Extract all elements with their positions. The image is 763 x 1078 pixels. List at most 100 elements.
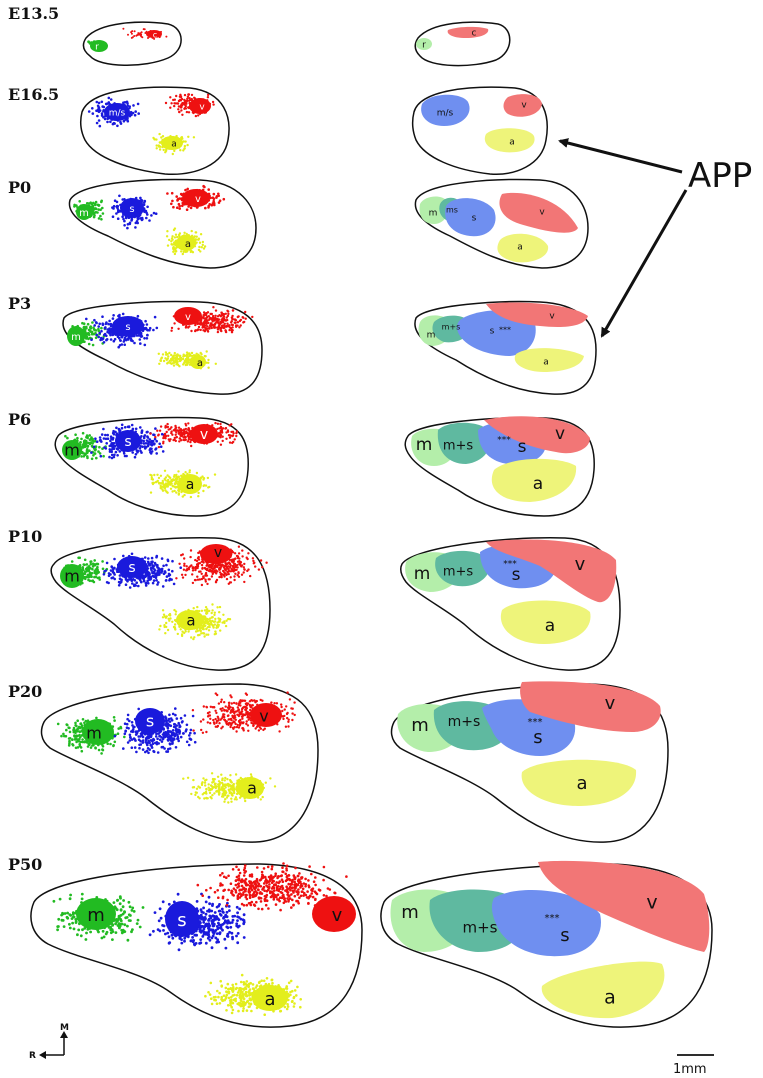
labelled-cell-dot (184, 250, 188, 254)
labelled-cell-dot (118, 429, 122, 432)
labelled-cell-dot (207, 206, 210, 209)
area-label-v: v (214, 545, 222, 561)
labelled-cell-dot (226, 314, 230, 318)
labelled-cell-dot (203, 321, 206, 325)
labelled-cell-dot (209, 196, 212, 200)
labelled-cell-dot (187, 438, 190, 441)
labelled-cell-dot (82, 442, 86, 445)
labelled-cell-dot (177, 429, 180, 432)
labelled-cell-dot (122, 747, 125, 750)
labelled-cell-dot (220, 428, 224, 431)
labelled-cell-dot (235, 434, 238, 438)
region-v (486, 302, 588, 327)
labelled-cell-dot (178, 354, 181, 357)
labelled-cell-dot (172, 438, 175, 442)
labelled-cell-dot (234, 321, 237, 324)
labelled-cell-dot (139, 32, 142, 35)
labelled-cell-dot (166, 230, 169, 233)
labelled-cell-dot (94, 200, 98, 204)
area-label-a: a (545, 616, 555, 636)
labelled-cell-dot (168, 481, 172, 484)
labelled-cell-dot (202, 311, 206, 314)
labelled-cell-dot (210, 312, 213, 316)
map-panel: m m+s s *** v a (414, 300, 597, 395)
labelled-cell-dot (171, 152, 174, 156)
labelled-cell-dot (167, 428, 170, 431)
labelled-cell-dot (179, 192, 183, 196)
labelled-cell-dot (168, 573, 172, 577)
labelled-cell-dot (156, 751, 160, 754)
labelled-cell-dot (204, 318, 207, 321)
labelled-cell-dot (82, 455, 86, 458)
dot-panel: m s v a (68, 178, 257, 269)
labelled-cell-dot (208, 485, 211, 489)
labelled-cell-dot (200, 609, 204, 612)
labelled-cell-dot (80, 455, 83, 458)
labelled-cell-dot (238, 562, 241, 565)
labelled-cell-dot (152, 442, 155, 446)
labelled-cell-dot (211, 196, 215, 199)
labelled-cell-dot (123, 426, 127, 429)
labelled-cell-dot (207, 358, 210, 362)
yellow-dot-cluster (157, 350, 217, 370)
labelled-cell-dot (88, 202, 91, 205)
labelled-cell-dot (130, 423, 134, 427)
labelled-cell-dot (134, 739, 137, 742)
labelled-cell-dot (165, 148, 168, 151)
labelled-cell-dot (190, 351, 194, 355)
labelled-cell-dot (169, 735, 173, 738)
labelled-cell-dot (155, 326, 159, 330)
labelled-cell-dot (201, 322, 204, 326)
labelled-cell-dot (98, 452, 102, 455)
labelled-cell-dot (204, 567, 207, 571)
labelled-cell-dot (180, 633, 184, 636)
labelled-cell-dot (249, 574, 252, 578)
stage-label: P6 (8, 410, 31, 429)
labelled-cell-dot (198, 578, 202, 581)
labelled-cell-dot (213, 323, 216, 326)
labelled-cell-dot (130, 217, 134, 221)
labelled-cell-dot (138, 447, 142, 450)
labelled-cell-dot (91, 565, 95, 568)
labelled-cell-dot (178, 234, 181, 237)
labelled-cell-dot (89, 437, 93, 441)
labelled-cell-dot (174, 247, 177, 250)
labelled-cell-dot (215, 196, 218, 199)
labelled-cell-dot (91, 343, 95, 347)
labelled-cell-dot (231, 434, 234, 438)
labelled-cell-dot (119, 339, 122, 342)
labelled-cell-dot (194, 114, 198, 118)
labelled-cell-dot (132, 104, 135, 107)
labelled-cell-dot (251, 315, 254, 319)
labelled-cell-dot (193, 96, 196, 100)
auditory-core (161, 136, 183, 150)
labelled-cell-dot (110, 566, 114, 569)
labelled-cell-dot (178, 207, 181, 210)
labelled-cell-dot (168, 747, 172, 750)
labelled-cell-dot (194, 231, 197, 234)
labelled-cell-dot (87, 342, 91, 346)
area-label-c: c (153, 31, 157, 40)
labelled-cell-dot (78, 730, 82, 733)
labelled-cell-dot (97, 325, 100, 328)
motor-core (62, 440, 82, 460)
labelled-cell-dot (221, 321, 225, 324)
area-label-ms: m+s (442, 323, 461, 332)
labelled-cell-dot (236, 723, 239, 727)
labelled-cell-dot (163, 570, 167, 573)
labelled-cell-dot (244, 317, 247, 320)
labelled-cell-dot (126, 741, 130, 744)
labelled-cell-dot (214, 314, 217, 317)
hemisphere-outline (414, 300, 597, 395)
area-label-r: r (95, 43, 99, 53)
labelled-cell-dot (164, 424, 167, 428)
labelled-cell-dot (156, 569, 160, 572)
labelled-cell-dot (154, 435, 157, 439)
stage-row-P0: P0 m s v a m ms s v a (8, 178, 589, 269)
stage-label: P20 (8, 682, 42, 701)
labelled-cell-dot (172, 360, 176, 363)
labelled-cell-dot (162, 436, 165, 440)
labelled-cell-dot (235, 430, 239, 433)
labelled-cell-dot (198, 633, 201, 637)
labelled-cell-dot (218, 427, 221, 430)
